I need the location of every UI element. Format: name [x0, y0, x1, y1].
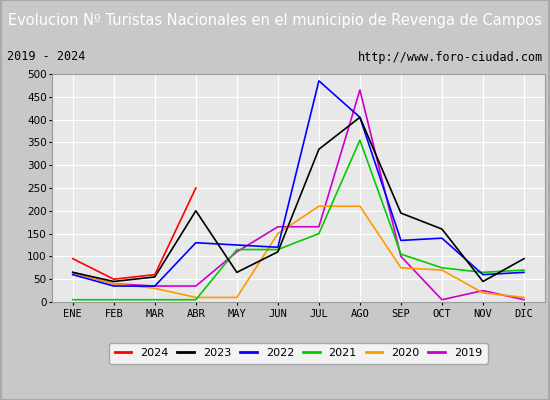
Text: Evolucion Nº Turistas Nacionales en el municipio de Revenga de Campos: Evolucion Nº Turistas Nacionales en el m… — [8, 14, 542, 28]
Legend: 2024, 2023, 2022, 2021, 2020, 2019: 2024, 2023, 2022, 2021, 2020, 2019 — [109, 342, 488, 364]
Text: 2019 - 2024: 2019 - 2024 — [7, 50, 85, 64]
Text: http://www.foro-ciudad.com: http://www.foro-ciudad.com — [358, 50, 543, 64]
